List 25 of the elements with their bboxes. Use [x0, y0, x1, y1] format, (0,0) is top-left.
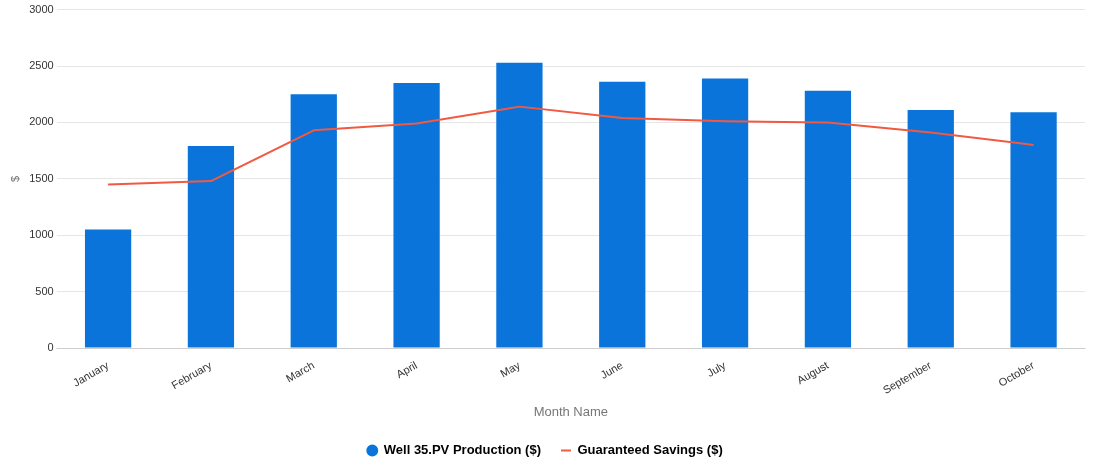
y-tick-label: 2000	[29, 115, 54, 128]
bar	[701, 78, 749, 348]
y-tick-label: 0	[47, 341, 54, 354]
bar	[290, 94, 337, 348]
bar	[1010, 112, 1057, 348]
x-tick-label: July	[704, 358, 729, 379]
y-tick-label: 2500	[29, 59, 54, 72]
y-tick-label: 500	[35, 284, 54, 297]
x-tick-label: May	[497, 358, 523, 380]
bar	[187, 146, 235, 348]
y-tick-label: 1000	[29, 228, 54, 241]
bar	[84, 229, 132, 348]
y-tick-label: 1500	[29, 171, 54, 184]
bar	[393, 82, 440, 348]
x-tick-label: April	[394, 358, 420, 381]
y-axis-title: $	[8, 175, 21, 182]
legend-label: Guaranteed Savings ($)	[577, 442, 723, 458]
bar	[496, 62, 543, 348]
bar	[804, 90, 852, 348]
x-tick-label: June	[598, 358, 625, 382]
legend-label: Well 35.PV Production ($)	[383, 442, 542, 458]
x-axis-title: Month Name	[533, 403, 609, 419]
bar	[599, 81, 646, 348]
y-tick-label: 3000	[29, 2, 54, 15]
bar	[907, 110, 954, 348]
